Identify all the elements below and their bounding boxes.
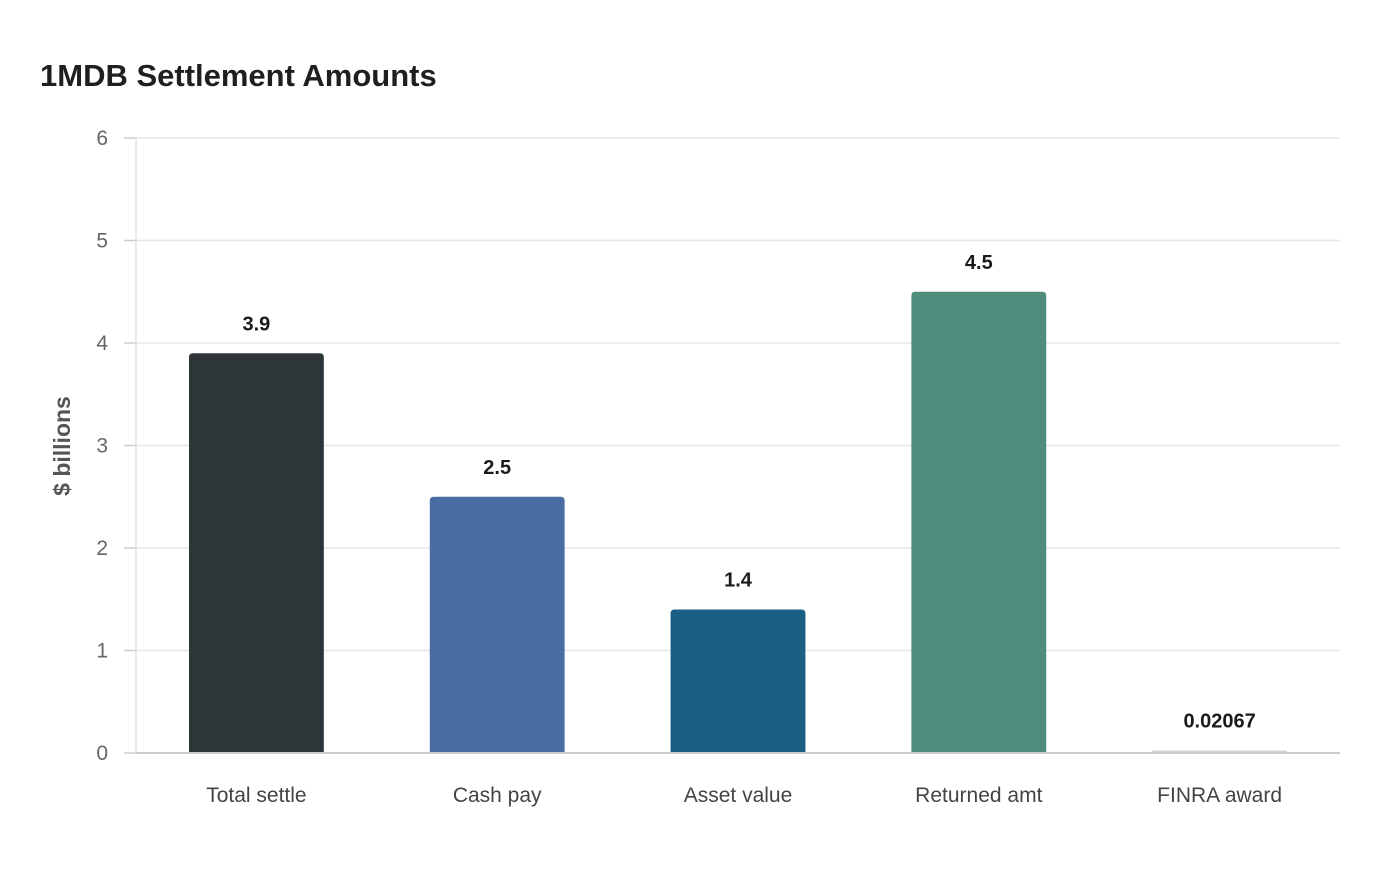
y-tick-label: 2 [96,537,108,560]
x-tick-label: Cash pay [453,784,542,807]
bar-cash-pay [429,496,565,753]
y-tick-label: 4 [96,332,108,355]
value-label: 3.9 [242,313,270,335]
chart-title: 1MDB Settlement Amounts [40,58,437,93]
value-label: 4.5 [965,252,993,274]
bar-returned-amt [911,291,1047,753]
y-tick-label: 0 [96,742,108,765]
x-tick-label: Asset value [684,784,793,807]
labels: 0 1 2 3 4 5 6 3.9 Total settle 2.5 Cash pay 1.4 Asse… [96,127,1282,807]
y-tick-label: 5 [96,230,108,253]
value-label: 2.5 [483,457,511,479]
y-tick-label: 6 [96,127,108,150]
y-tick-label: 3 [96,435,108,458]
x-tick-label: Returned amt [915,784,1042,807]
axes [124,137,1340,754]
x-tick-label: Total settle [206,784,306,807]
gridlines [136,137,1340,652]
y-axis-title: $ billions [49,396,75,496]
x-tick-label: FINRA award [1157,784,1282,807]
y-tick-label: 1 [96,640,108,663]
value-label: 1.4 [724,570,753,592]
bar-total-settle [188,353,324,753]
bar-asset-value [670,609,806,753]
value-label: 0.02067 [1183,711,1255,733]
bars [188,291,1288,753]
